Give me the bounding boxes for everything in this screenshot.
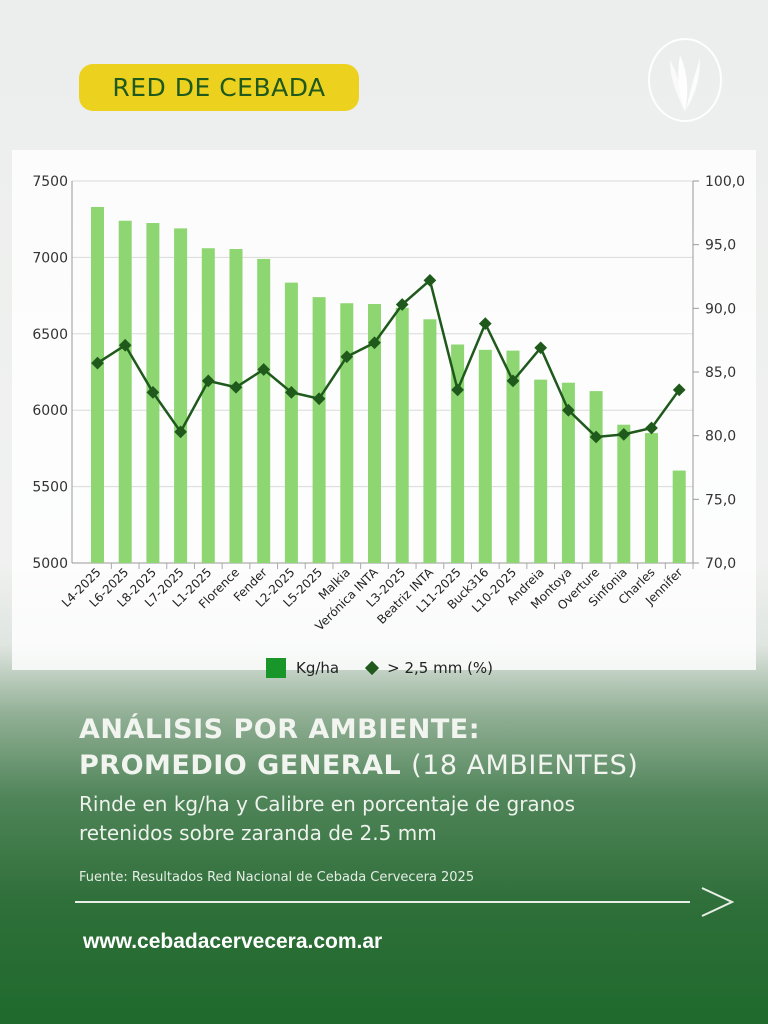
title-count: (18 AMBIENTES) bbox=[411, 750, 639, 781]
line-point bbox=[118, 338, 132, 352]
line-point bbox=[257, 363, 271, 376]
bar bbox=[645, 433, 658, 563]
title-line-2: PROMEDIO GENERAL bbox=[79, 750, 402, 781]
divider bbox=[75, 901, 690, 903]
bar bbox=[672, 470, 686, 563]
bar bbox=[617, 424, 631, 563]
bar bbox=[257, 258, 271, 563]
bar bbox=[451, 344, 465, 563]
bar bbox=[340, 303, 354, 563]
bar bbox=[312, 297, 326, 563]
line-series bbox=[96, 278, 681, 439]
right-axis-tick-label: 95,0 bbox=[705, 238, 736, 254]
bar bbox=[589, 391, 603, 563]
left-axis-tick-label: 6000 bbox=[32, 403, 68, 419]
website-link[interactable]: www.cebadacervecera.com.ar bbox=[83, 930, 383, 953]
line-point bbox=[423, 273, 437, 287]
right-axis-tick-label: 75,0 bbox=[705, 492, 736, 508]
subtitle-line-2: retenidos sobre zaranda de 2.5 mm bbox=[79, 821, 437, 845]
line-point bbox=[91, 356, 104, 370]
right-axis-tick-label: 85,0 bbox=[705, 365, 736, 381]
bar bbox=[423, 319, 437, 563]
line-point bbox=[368, 336, 381, 350]
legend-line-label: > 2,5 mm (%) bbox=[387, 659, 494, 677]
left-axis-tick-label: 5000 bbox=[32, 556, 68, 572]
right-axis-tick-label: 80,0 bbox=[705, 429, 736, 445]
line-point bbox=[146, 386, 160, 399]
bar bbox=[229, 248, 243, 563]
title-line-1: ANÁLISIS POR AMBIENTE: bbox=[79, 714, 480, 745]
subtitle: Rinde en kg/ha y Calibre en porcentaje d… bbox=[79, 790, 575, 848]
bar bbox=[91, 206, 104, 563]
legend-bar-swatch bbox=[266, 658, 286, 678]
bar bbox=[395, 307, 409, 563]
left-axis-tick-label: 7500 bbox=[32, 174, 68, 190]
line-point bbox=[312, 392, 326, 406]
line-point bbox=[285, 386, 298, 399]
chart-legend: Kg/ha > 2,5 mm (%) bbox=[266, 658, 493, 678]
source-note: Fuente: Resultados Red Nacional de Cebad… bbox=[79, 870, 475, 885]
combo-chart: 5000 5500 6000 6500 7000 7500 70,0 75,0 80,0 85,0… bbox=[32, 174, 745, 633]
line-point bbox=[478, 317, 492, 330]
right-axis-tick-label: 100,0 bbox=[705, 174, 745, 190]
line-point bbox=[174, 425, 187, 439]
left-axis-tick-label: 5500 bbox=[32, 480, 68, 496]
bar bbox=[284, 282, 298, 563]
bar bbox=[118, 220, 132, 563]
legend-bar-label: Kg/ha bbox=[296, 659, 340, 677]
line-point bbox=[229, 380, 243, 394]
page-title: ANÁLISIS POR AMBIENTE: PROMEDIO GENERAL … bbox=[79, 712, 638, 784]
bar bbox=[174, 228, 188, 564]
bar bbox=[561, 382, 575, 563]
bar bbox=[506, 350, 520, 563]
line-point bbox=[201, 374, 215, 388]
bar bbox=[478, 349, 492, 563]
legend-diamond-icon bbox=[365, 660, 380, 676]
arrow-right-icon[interactable] bbox=[698, 886, 738, 918]
bar bbox=[201, 248, 215, 563]
bar bbox=[368, 304, 381, 563]
right-axis-tick-label: 90,0 bbox=[705, 301, 736, 317]
wheat-icon bbox=[648, 38, 722, 122]
bar bbox=[534, 379, 548, 563]
right-axis-tick-label: 70,0 bbox=[705, 556, 736, 572]
section-badge: RED DE CEBADA bbox=[79, 64, 359, 111]
left-axis-tick-label: 6500 bbox=[32, 327, 68, 343]
line-point bbox=[340, 350, 354, 364]
subtitle-line-1: Rinde en kg/ha y Calibre en porcentaje d… bbox=[79, 792, 576, 816]
left-axis-tick-label: 7000 bbox=[32, 250, 68, 266]
line-point bbox=[395, 298, 409, 311]
line-point bbox=[451, 383, 464, 397]
